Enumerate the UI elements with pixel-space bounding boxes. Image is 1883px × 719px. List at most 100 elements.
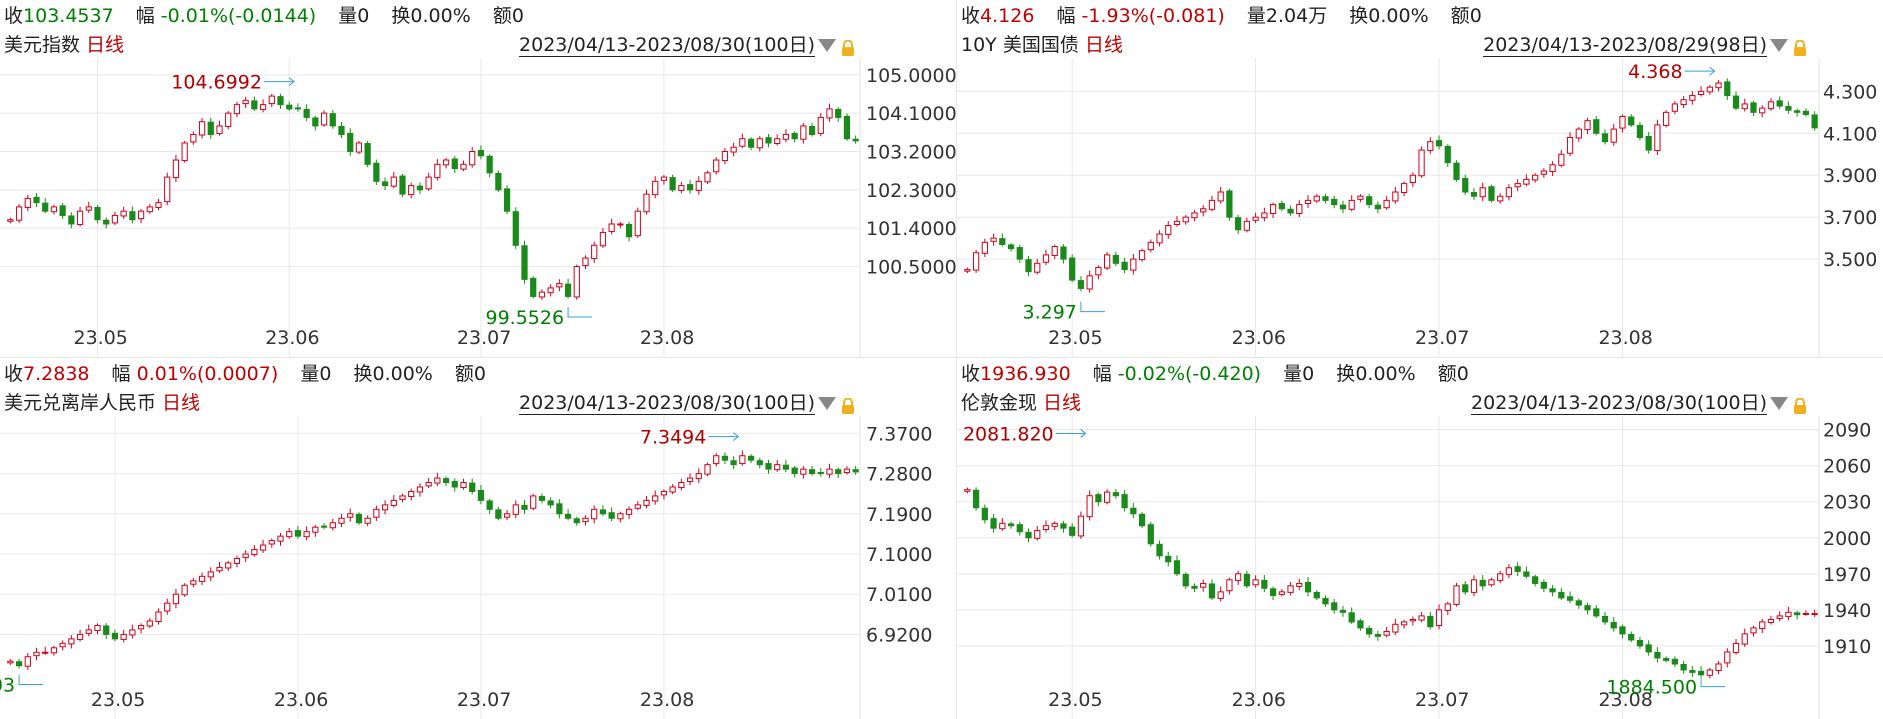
- candle-body: [1104, 254, 1111, 269]
- candle-body: [146, 206, 153, 213]
- candle-body: [277, 96, 284, 106]
- candle-body: [1121, 261, 1128, 271]
- x-tick-label: 23.06: [265, 327, 319, 349]
- candle-body: [1252, 216, 1259, 221]
- candle-body: [381, 181, 389, 187]
- dropdown-triangle-icon[interactable]: [818, 39, 836, 52]
- candle-body: [1706, 669, 1713, 676]
- candle-body: [1671, 103, 1678, 112]
- candle-body: [791, 467, 798, 475]
- candlestick-chart[interactable]: 7.3700 7.2800 7.1900 7.1000 7.0100 6.9200 23.0…: [0, 358, 956, 719]
- lock-icon[interactable]: [841, 38, 855, 56]
- candle-body: [164, 176, 171, 203]
- candle-body: [826, 468, 833, 475]
- date-range-selector[interactable]: 2023/04/13-2023/08/30(100日): [519, 32, 855, 58]
- candle-body: [1785, 611, 1792, 617]
- candle-body: [599, 231, 607, 247]
- period-label[interactable]: 日线: [86, 34, 125, 56]
- candle-body: [972, 489, 980, 509]
- candle-body: [1435, 140, 1443, 147]
- y-tick-label: 1970: [1823, 564, 1871, 586]
- candle-body: [643, 193, 650, 213]
- candlestick-chart[interactable]: 4.300 4.100 3.900 3.700 3.500 23.05 23.06 23.07…: [957, 0, 1883, 358]
- candle-body: [1357, 195, 1364, 200]
- candle-body: [1287, 585, 1294, 593]
- change-label: 幅: [1092, 363, 1112, 385]
- candle-body: [981, 507, 988, 521]
- candle-body: [216, 566, 223, 572]
- candle-body: [704, 172, 711, 183]
- candle-body: [1776, 615, 1783, 619]
- x-tick-label: 23.07: [457, 689, 511, 711]
- candle-body: [190, 133, 197, 143]
- candlestick-chart[interactable]: 105.0000 104.1000 103.2000 102.3000 101.4000…: [0, 0, 957, 358]
- dropdown-triangle-icon[interactable]: [1770, 39, 1788, 52]
- candle-body: [94, 624, 101, 631]
- period-label[interactable]: 日线: [1043, 392, 1082, 414]
- period-label[interactable]: 日线: [1084, 34, 1123, 56]
- candle-body: [591, 508, 598, 520]
- candle-body: [416, 486, 424, 493]
- date-range-selector[interactable]: 2023/04/13-2023/08/29(98日): [1483, 32, 1807, 58]
- dropdown-triangle-icon[interactable]: [1770, 397, 1788, 410]
- candle-body: [782, 464, 790, 470]
- panel-usd-cnh[interactable]: 收7.2838 幅 0.01%(0.0007) 量0 换0.00% 额0 美元兑…: [0, 358, 956, 719]
- y-tick-label: 1910: [1823, 636, 1871, 658]
- lock-icon[interactable]: [1793, 396, 1807, 414]
- candle-body: [94, 206, 101, 221]
- candle-body: [1505, 187, 1513, 198]
- candle-body: [1060, 246, 1067, 260]
- candle-body: [1226, 190, 1233, 218]
- candle-body: [756, 138, 763, 149]
- candlestick-chart[interactable]: 2090 2060 2030 2000 1970 1940 1910 23.05 23.06 23…: [957, 358, 1883, 719]
- candle-body: [564, 513, 572, 519]
- candle-body: [634, 504, 641, 509]
- volume-value: 2.04万: [1265, 5, 1328, 27]
- candle-body: [835, 108, 842, 118]
- candle-body: [686, 477, 694, 482]
- candle-body: [1794, 612, 1801, 616]
- candle-body: [477, 149, 485, 157]
- panel-dollar-index[interactable]: 收103.4537 幅 -0.01%(-0.0144) 量0 换0.00% 额0…: [0, 0, 957, 358]
- candle-body: [164, 602, 171, 612]
- amount-value: 0: [1456, 363, 1469, 385]
- candle-body: [1654, 651, 1661, 659]
- candle-body: [103, 625, 110, 635]
- lock-icon[interactable]: [1793, 38, 1807, 56]
- date-range-selector[interactable]: 2023/04/13-2023/08/30(100日): [519, 390, 855, 416]
- date-range-text[interactable]: 2023/04/13-2023/08/29(98日): [1483, 34, 1767, 57]
- date-range-text[interactable]: 2023/04/13-2023/08/30(100日): [519, 392, 815, 415]
- candle-body: [1243, 220, 1250, 231]
- date-range-selector[interactable]: 2023/04/13-2023/08/30(100日): [1471, 390, 1807, 416]
- candle-body: [1427, 141, 1434, 152]
- candle-body: [1348, 612, 1355, 623]
- candle-body: [442, 478, 450, 484]
- x-tick-label: 23.08: [640, 689, 694, 711]
- candle-body: [1479, 187, 1486, 198]
- candle-body: [808, 125, 816, 135]
- high-value-label: 7.3494: [640, 427, 706, 449]
- date-range-text[interactable]: 2023/04/13-2023/08/30(100日): [519, 34, 815, 57]
- dropdown-triangle-icon[interactable]: [818, 397, 836, 410]
- change-label: 幅: [111, 363, 131, 385]
- panel-london-gold[interactable]: 收1936.930 幅 -0.02%(-0.420) 量0 换0.00% 额0 …: [957, 358, 1883, 719]
- date-range-text[interactable]: 2023/04/13-2023/08/30(100日): [1471, 392, 1767, 415]
- lock-icon[interactable]: [841, 396, 855, 414]
- turnover-label: 换: [1336, 363, 1356, 385]
- y-tick-label: 2060: [1823, 456, 1871, 478]
- panel-us-10y-treasury[interactable]: 收4.126 幅 -1.93%(-0.081) 量2.04万 换0.00% 额0…: [957, 0, 1883, 358]
- candle-body: [268, 540, 275, 545]
- candle-body: [329, 522, 336, 529]
- candle-body: [617, 223, 624, 226]
- candle-body: [15, 206, 23, 221]
- candle-body: [695, 473, 702, 480]
- candle-body: [486, 155, 493, 174]
- candle-body: [1226, 579, 1233, 592]
- candle-body: [225, 112, 232, 127]
- candle-body: [1042, 254, 1050, 263]
- period-label[interactable]: 日线: [162, 392, 201, 414]
- candle-body: [503, 188, 511, 212]
- candle-body: [1243, 573, 1250, 587]
- candle-body: [1086, 495, 1093, 518]
- instrument-name: 伦敦金现: [961, 392, 1038, 414]
